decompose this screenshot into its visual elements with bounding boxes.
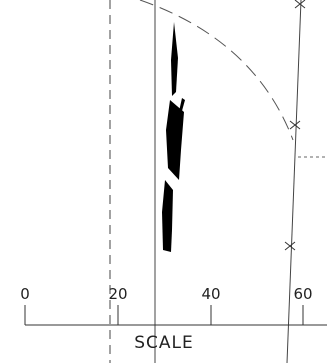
cross-markers: [284, 0, 306, 251]
feature-shape-lower: [162, 180, 173, 252]
scale-tick-label-40: 40: [201, 285, 220, 303]
feature-shape-upper: [171, 22, 178, 96]
cross-marker: [289, 120, 301, 130]
cross-marker: [284, 241, 296, 251]
feature-shape-middle: [166, 100, 184, 180]
dashed-arc: [139, 0, 294, 141]
scale-title: SCALE: [134, 333, 194, 353]
scale-bar: [24, 305, 327, 326]
right-boundary-line: [286, 0, 302, 363]
scale-tick-label-20: 20: [108, 285, 127, 303]
cross-marker: [294, 0, 306, 9]
scale-tick-label-0: 0: [20, 285, 30, 303]
feature-sliver: [178, 98, 185, 118]
black-feature: [162, 22, 185, 252]
scale-tick-label-60: 60: [293, 285, 312, 303]
